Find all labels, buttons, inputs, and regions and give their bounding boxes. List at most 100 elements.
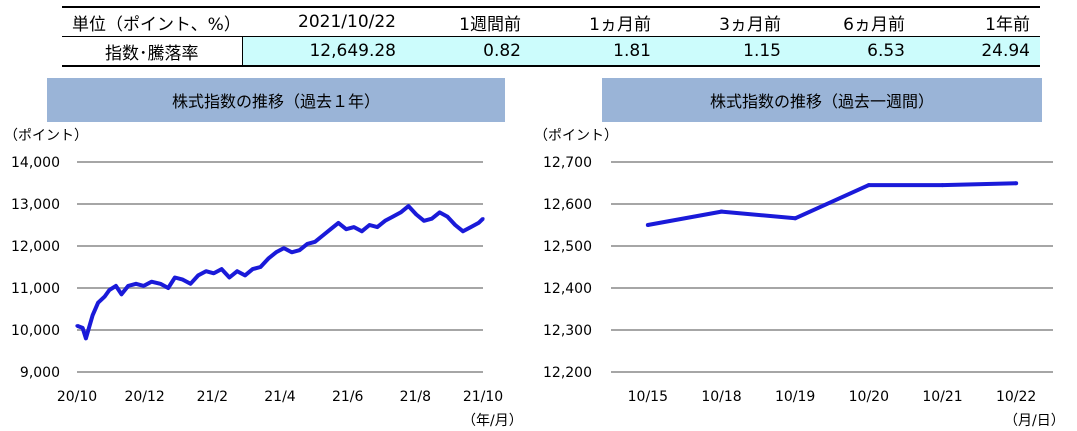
chart1-ylabel: （ポイント）	[4, 128, 88, 144]
chart2-data-point	[719, 209, 724, 214]
chart1-data-point	[274, 250, 278, 254]
chart1-data-point	[445, 215, 450, 219]
chart1-data-point	[134, 282, 138, 286]
chart2-ytick-label: 12,500	[543, 239, 592, 255]
chart1-data-point	[414, 212, 418, 217]
chart1-data-point	[469, 225, 473, 229]
chart2-xtick-label: 10/18	[701, 389, 741, 405]
chart1-xtick-label: 21/4	[264, 389, 296, 405]
chart1-ytick-label: 11,000	[11, 281, 60, 297]
table-header-6month: 6ヵ月前	[791, 6, 915, 37]
chart2-series-line	[647, 181, 1017, 227]
table-row-label: 指数･騰落率	[62, 36, 242, 67]
chart1-data-point	[96, 301, 100, 305]
chart1-xtick-label: 21/2	[197, 389, 228, 405]
chart1-ytick-label: 14,000	[11, 155, 60, 171]
chart1-data-point	[258, 265, 263, 269]
chart2-data-point	[940, 183, 945, 188]
chart2-xtick-label: 10/19	[775, 389, 815, 405]
chart1-data-point	[352, 225, 356, 229]
chart1-data-point	[481, 217, 485, 221]
chart1-data-point	[282, 246, 286, 250]
chart1-xlabel: （年/月）	[462, 413, 523, 429]
table-header-1month: 1ヵ月前	[531, 6, 661, 37]
chart2-title: 株式指数の推移（過去一週間）	[602, 78, 1042, 122]
table-value-row: 指数･騰落率 12,649.28 0.82 1.81 1.15 6.53 24.…	[62, 36, 1040, 67]
chart1-data-point	[227, 275, 231, 280]
chart1-data-point	[173, 275, 177, 280]
chart1-data-point	[103, 294, 107, 298]
chart1-data-point	[204, 269, 208, 273]
summary-table: 単位（ポイント、%） 2021/10/22 1週間前 1ヵ月前 3ヵ月前 6ヵ月…	[62, 6, 1040, 67]
chart2-xtick-label: 10/21	[922, 389, 962, 405]
chart1-data-point	[399, 210, 403, 214]
table-header-1year: 1年前	[915, 6, 1040, 37]
chart1-data-point	[243, 273, 247, 277]
chart1-data-point	[220, 267, 224, 271]
chart2-data-point	[645, 223, 650, 227]
chart2-ytick-label: 12,300	[543, 323, 592, 339]
chart1-data-point	[90, 313, 95, 317]
chart1-data-point	[438, 210, 442, 214]
chart1-data-point	[119, 292, 124, 296]
chart1-ytick-label: 12,000	[11, 239, 60, 255]
chart1-data-point	[75, 324, 79, 328]
chart1-series-line	[76, 204, 485, 341]
chart2-data-point	[1014, 181, 1019, 186]
table-header-3month: 3ヵ月前	[661, 6, 791, 37]
chart1-data-point	[461, 229, 465, 233]
chart1-data-point	[383, 219, 387, 223]
chart1-ytick-label: 13,000	[11, 197, 60, 213]
table-header-row: 単位（ポイント、%） 2021/10/22 1週間前 1ヵ月前 3ヵ月前 6ヵ月…	[62, 6, 1040, 37]
table-header-1week: 1週間前	[406, 6, 531, 37]
chart2-xtick-label: 10/15	[628, 389, 668, 405]
chart1-data-point	[391, 215, 395, 219]
chart1-data-point	[305, 242, 309, 246]
chart1-data-point	[149, 280, 154, 284]
chart2-ytick-label: 12,700	[543, 155, 592, 171]
chart2-xtick-label: 10/22	[996, 389, 1036, 405]
chart1-data-point	[344, 227, 348, 231]
chart1-data-point	[196, 273, 200, 277]
chart1-data-point	[114, 284, 118, 288]
chart2-ytick-label: 12,200	[543, 365, 592, 381]
chart2-ytick-label: 12,600	[543, 197, 592, 213]
chart1-title: 株式指数の推移（過去１年）	[47, 78, 505, 122]
table-value-3month: 1.15	[661, 36, 791, 67]
table-value-1year: 24.94	[915, 36, 1040, 67]
chart2-ytick-label: 12,400	[543, 281, 592, 297]
chart1-data-point	[375, 225, 379, 229]
chart1-data-point	[251, 267, 255, 271]
chart2-data-point	[866, 183, 871, 188]
chart1-data-point	[297, 248, 302, 252]
table-header-unit: 単位（ポイント、%）	[62, 6, 242, 37]
chart1-data-point	[158, 282, 163, 286]
chart2-xtick-label: 10/20	[849, 389, 889, 405]
chart1-xtick-label: 20/12	[124, 389, 164, 405]
table-value-1week: 0.82	[406, 36, 531, 67]
table-value-6month: 6.53	[791, 36, 915, 67]
chart1-xtick-label: 21/10	[463, 389, 503, 405]
table-value-1month: 1.81	[531, 36, 661, 67]
chart2-xlabel: （月/日）	[1004, 413, 1065, 429]
chart1-data-point	[80, 326, 85, 330]
chart1-data-point	[126, 284, 130, 288]
chart1-data-point	[266, 257, 270, 261]
chart1-ytick-label: 9,000	[20, 365, 60, 381]
chart1-data-point	[166, 286, 170, 290]
chart1-data-point	[453, 223, 457, 227]
chart2-ylabel: （ポイント）	[534, 128, 618, 144]
chart1-xtick-label: 21/8	[400, 389, 431, 405]
chart1-data-point	[430, 217, 434, 221]
chart2-data-point	[793, 216, 798, 221]
chart1-data-point	[212, 271, 216, 275]
chart1-data-point	[406, 204, 411, 208]
chart1-data-point	[329, 227, 333, 231]
table-header-date: 2021/10/22	[242, 6, 406, 37]
chart1-data-point	[235, 269, 239, 273]
chart1-data-point	[188, 282, 193, 286]
chart1-data-point	[142, 284, 146, 288]
table-value-index: 12,649.28	[241, 36, 406, 67]
chart1-data-point	[107, 288, 111, 292]
